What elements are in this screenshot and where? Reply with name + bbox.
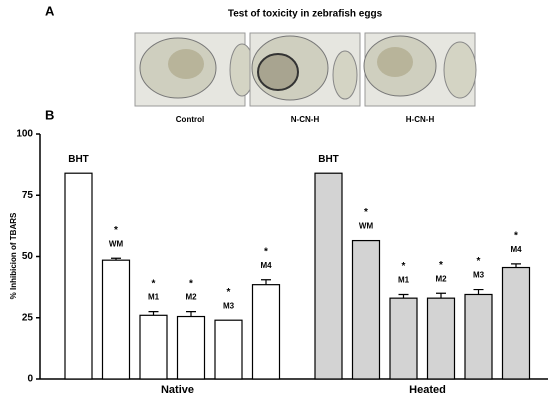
bar-label: BHT: [318, 154, 339, 165]
photo-caption: Control: [176, 115, 204, 124]
bar-label: M2: [185, 293, 197, 302]
bar-label: M4: [260, 261, 272, 270]
bar: [139, 314, 168, 380]
bar-label: M3: [473, 271, 485, 280]
significance-marker: *: [514, 230, 518, 241]
significance-marker: *: [189, 278, 193, 289]
significance-marker: *: [264, 246, 268, 257]
significance-marker: *: [114, 225, 118, 236]
group-label: Heated: [409, 384, 446, 396]
photo-caption: N-CN-H: [291, 115, 320, 124]
error-bar: [436, 292, 446, 299]
y-tick-label: 25: [22, 312, 34, 323]
significance-marker: *: [477, 256, 481, 267]
photo-caption: H-CN-H: [406, 115, 435, 124]
bar: [314, 172, 343, 380]
significance-marker: *: [152, 278, 156, 289]
y-tick-label: 50: [22, 251, 34, 262]
y-tick-label: 100: [16, 129, 33, 140]
y-tick-label: 0: [27, 374, 33, 385]
significance-marker: *: [364, 207, 368, 218]
bar: [389, 297, 418, 380]
panel-label: A: [45, 3, 55, 18]
bar: [101, 259, 131, 380]
photo: [134, 32, 255, 107]
bar-label: M4: [510, 245, 522, 254]
bar: [464, 293, 493, 380]
y-axis-label: % Inhibicion of TBARS: [9, 212, 18, 299]
error-bar: [473, 288, 484, 295]
significance-marker: *: [227, 287, 231, 298]
panel-label: B: [45, 107, 54, 122]
error-bar: [186, 311, 196, 317]
error-bar: [111, 257, 121, 261]
panel-title: Test of toxicity in zebrafish eggs: [228, 9, 383, 20]
bar: [176, 315, 206, 380]
bar-label: WM: [109, 239, 124, 248]
photo: [249, 32, 361, 107]
bar-label: BHT: [68, 154, 89, 165]
bar-label: M1: [398, 276, 410, 285]
group-label: Native: [161, 384, 194, 396]
bar: [501, 266, 531, 380]
error-bar: [261, 279, 271, 285]
bar-label: M1: [148, 293, 160, 302]
bar: [426, 297, 456, 380]
significance-marker: *: [439, 260, 443, 271]
bar: [251, 284, 281, 380]
error-bar: [398, 293, 409, 299]
bar: [64, 172, 93, 380]
bar-label: M2: [435, 274, 447, 283]
bar-label: M3: [223, 301, 235, 310]
bar: [214, 319, 243, 380]
photo: [363, 32, 477, 107]
error-bar: [511, 263, 521, 268]
bar: [351, 239, 381, 380]
significance-marker: *: [402, 261, 406, 272]
error-bar: [148, 311, 159, 316]
bar-label: WM: [359, 222, 374, 231]
y-tick-label: 75: [22, 190, 34, 201]
